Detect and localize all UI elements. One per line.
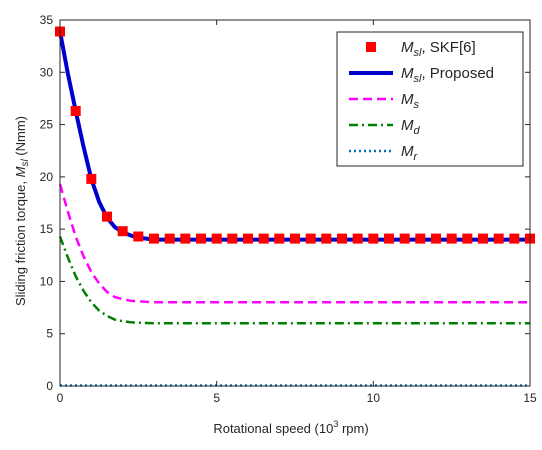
data-point-skf — [196, 233, 206, 244]
data-point-skf — [478, 233, 488, 244]
data-point-skf — [211, 233, 222, 244]
y-tick-label: 0 — [46, 379, 53, 393]
data-point-skf — [149, 233, 159, 244]
data-point-skf — [415, 233, 426, 244]
data-point-skf — [274, 233, 285, 244]
data-point-skf — [337, 233, 347, 244]
data-point-skf — [258, 233, 269, 244]
y-tick-label: 15 — [40, 222, 54, 236]
legend-entry-s: Ms — [401, 91, 420, 111]
x-tick-label: 0 — [57, 391, 64, 405]
data-point-skf — [243, 233, 253, 244]
x-tick-label: 15 — [523, 391, 537, 405]
data-point-skf — [509, 233, 520, 244]
legend-entry-d: Md — [401, 117, 421, 137]
axes-box — [59, 19, 531, 387]
y-tick-label: 20 — [40, 170, 54, 184]
x-tick-label: 5 — [213, 391, 220, 405]
data-point-skf — [384, 233, 394, 244]
legend-entry-r: Mr — [401, 143, 419, 163]
data-point-skf — [86, 173, 97, 184]
data-point-skf — [431, 233, 441, 244]
axes: 0 5 10 15 0 5 10 15 20 25 30 35 — [40, 13, 537, 405]
y-tick-label: 5 — [46, 327, 53, 341]
data-point-skf — [133, 231, 144, 242]
data-point-skf — [446, 233, 457, 244]
data-point-skf — [117, 226, 128, 237]
y-tick-label: 35 — [40, 13, 54, 27]
legend-entry-sl: Msl, Proposed — [401, 65, 494, 85]
data-point-skf — [399, 233, 410, 244]
series-line-d-3 — [58, 236, 530, 325]
legend-marker-skf — [366, 42, 376, 52]
data-point-skf — [227, 233, 238, 244]
data-point-skf — [352, 233, 363, 244]
data-point-skf — [305, 233, 316, 244]
data-point-skf — [290, 233, 300, 244]
x-tick-label: 10 — [367, 391, 381, 405]
data-point-skf — [164, 233, 175, 244]
y-tick-label: 10 — [40, 274, 54, 288]
legend: Msl, SKF[6] Msl, Proposed Ms Md Mr — [336, 31, 524, 167]
data-point-skf — [321, 233, 332, 244]
y-tick-label: 30 — [40, 65, 54, 79]
x-axis-label-superscript: 3 — [333, 419, 338, 429]
data-point-skf — [70, 106, 81, 116]
y-axis-label: Sliding friction torque, Msl (Nmm) — [13, 116, 31, 306]
x-axis-label: Rotational speed (103 rpm) — [213, 419, 368, 436]
data-point-skf — [102, 211, 112, 222]
data-point-skf — [368, 233, 379, 244]
legend-entry-sl: Msl, SKF[6] — [401, 39, 476, 59]
y-tick-label: 25 — [40, 118, 54, 132]
data-point-skf — [180, 233, 191, 244]
data-point-skf — [462, 233, 473, 244]
data-point-skf — [493, 233, 504, 244]
